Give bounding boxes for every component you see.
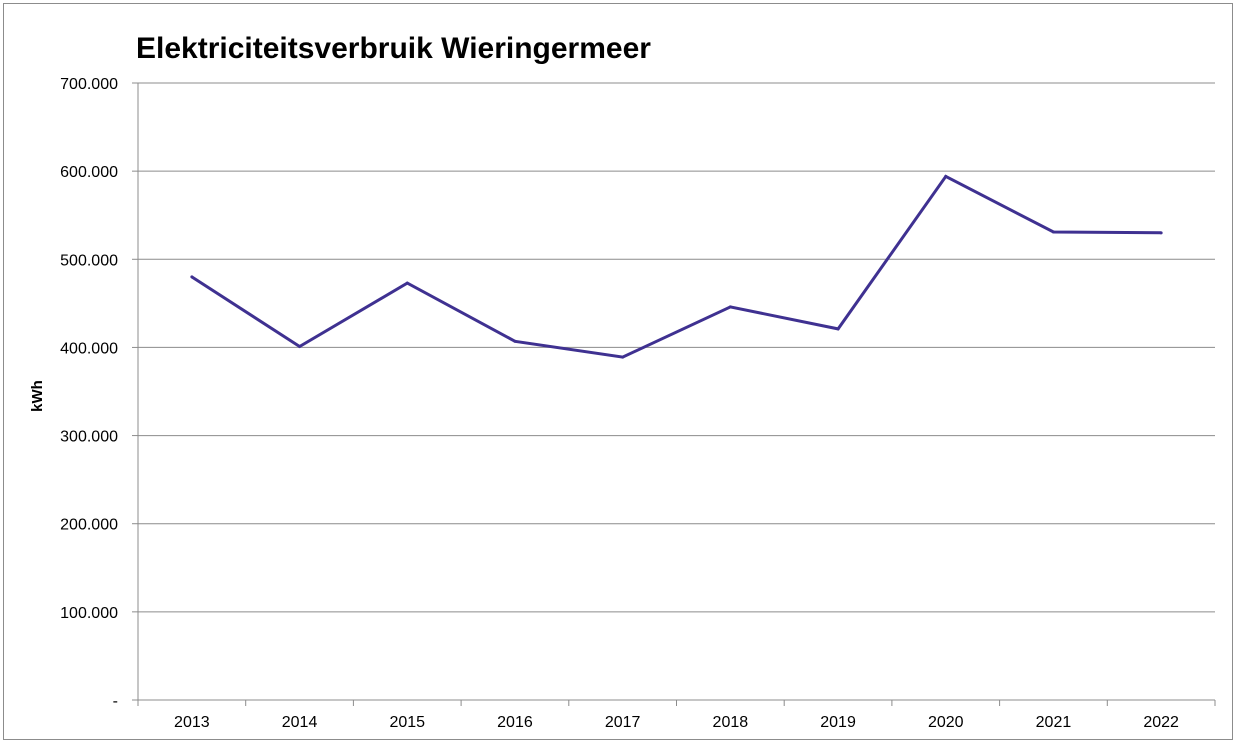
data-point (190, 275, 194, 279)
data-point (405, 281, 409, 285)
y-tick-label: 300.000 (60, 429, 118, 446)
series-line (190, 174, 1162, 359)
chart-frame (3, 3, 1233, 740)
x-tick-label: 2016 (497, 714, 533, 731)
y-tick-label: 500.000 (60, 252, 118, 269)
data-point (1159, 231, 1163, 235)
y-axis-ticks: - 100.000 200.000 300.000 400.000 500.000 600.… (60, 76, 138, 710)
y-tick-label: 200.000 (60, 517, 118, 534)
y-tick-label: 600.000 (60, 164, 118, 181)
data-point (944, 174, 948, 178)
x-tick-label: 2021 (1036, 714, 1072, 731)
y-tick-label: 700.000 (60, 76, 118, 93)
x-tick-label: 2017 (605, 714, 641, 731)
y-tick-label: 100.000 (60, 605, 118, 622)
y-tick-label: 400.000 (60, 340, 118, 357)
x-tick-label: 2019 (820, 714, 856, 731)
data-point (513, 339, 517, 343)
x-tick-label: 2013 (174, 714, 210, 731)
gridlines (138, 82, 1215, 613)
chart-title: Elektriciteitsverbruik Wieringermeer (136, 32, 651, 65)
series-layer (190, 174, 1163, 359)
data-point (1051, 230, 1055, 234)
x-axis-ticks: 2013 2014 2015 2016 2017 2018 2019 2020 2021 2022 (137, 700, 1216, 731)
data-point (298, 345, 302, 349)
data-point (836, 327, 840, 331)
y-axis-label: kWh (29, 380, 46, 412)
x-tick-label: 2014 (282, 714, 318, 731)
x-tick-label: 2022 (1143, 714, 1179, 731)
y-tick-label: - (113, 693, 118, 710)
data-point (621, 355, 625, 359)
x-tick-label: 2015 (389, 714, 425, 731)
x-tick-label: 2018 (713, 714, 749, 731)
axes (137, 83, 1215, 701)
data-point (728, 305, 732, 309)
x-tick-label: 2020 (928, 714, 964, 731)
